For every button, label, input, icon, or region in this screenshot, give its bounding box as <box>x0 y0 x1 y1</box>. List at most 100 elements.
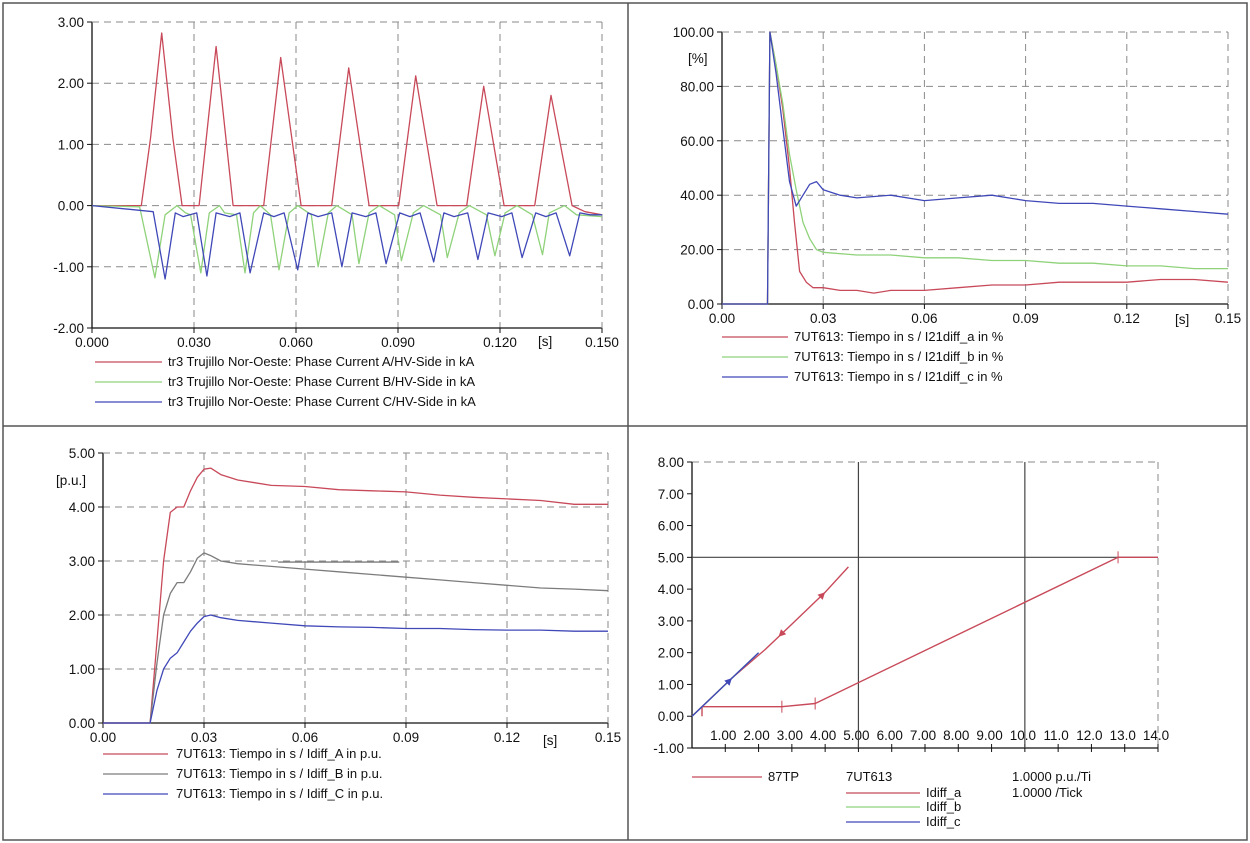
y-axis-unit-label: [p.u.] <box>56 473 86 488</box>
y-tick-label: 3.00 <box>58 15 84 30</box>
legend-entry: 7UT613: Tiempo in s / Idiff_B in p.u. <box>176 766 382 781</box>
series-line-3 <box>103 614 608 724</box>
x-tick-label: 0.00 <box>709 311 735 326</box>
y-tick-label: 7.00 <box>658 487 684 502</box>
x-tick-label: 4.00 <box>810 728 836 743</box>
y-tick-label: 3.00 <box>658 614 684 629</box>
x-tick-label: 1.00 <box>710 728 736 743</box>
x-tick-label: 0.15 <box>595 730 621 745</box>
x-tick-label: 6.00 <box>877 728 903 743</box>
x-tick-label: 0.09 <box>393 730 419 745</box>
legend-entry: Idiff_b <box>926 799 961 814</box>
y-tick-label: 4.00 <box>69 500 95 515</box>
y-tick-label: 6.00 <box>658 519 684 534</box>
legend-scale-label: 1.0000 p.u./Ti <box>1012 769 1091 784</box>
x-tick-label: 0.150 <box>585 335 619 350</box>
x-tick-label: 10.0 <box>1010 728 1036 743</box>
series-line-3 <box>91 204 602 280</box>
x-tick-label: 0.12 <box>1114 311 1140 326</box>
legend-entry: 7UT613: Tiempo in s / I21diff_c in % <box>794 369 1003 384</box>
x-axis-unit-label: [s] <box>543 733 557 748</box>
y-tick-label: 0.00 <box>688 297 714 312</box>
y-tick-label: 3.00 <box>69 554 95 569</box>
differential-current-chart: 0.00 0.03 0.06 0.09 0.12 0.15 0.00 1.00 2.00 3.00… <box>56 446 621 801</box>
series-line-2 <box>722 31 1228 305</box>
harmonic-ratio-chart: 0.00 0.03 0.06 0.09 0.12 0.15 0.00 20.00 40.00 60… <box>673 25 1241 384</box>
x-tick-label: 0.030 <box>177 335 211 350</box>
x-tick-label: 5.00 <box>843 728 869 743</box>
grid-lines <box>98 452 609 728</box>
x-tick-label: 0.120 <box>483 335 517 350</box>
y-tick-label: 2.00 <box>58 76 84 91</box>
y-tick-label: 0.00 <box>69 716 95 731</box>
y-axis-unit-label: [%] <box>688 51 708 66</box>
y-tick-label: 1.00 <box>58 137 84 152</box>
y-tick-label: 0.00 <box>658 709 684 724</box>
series-line-2 <box>103 552 609 724</box>
y-tick-label: 5.00 <box>69 446 95 461</box>
y-tick-label: 4.00 <box>658 582 684 597</box>
x-tick-label: 8.00 <box>943 728 969 743</box>
y-tick-label: 0.00 <box>58 199 84 214</box>
legend-entry: 7UT613: Tiempo in s / I21diff_b in % <box>794 349 1004 364</box>
y-tick-label: 60.00 <box>680 134 714 149</box>
legend-entry: tr3 Trujillo Nor-Oeste: Phase Current B/… <box>168 374 475 389</box>
y-tick-label: -1.00 <box>653 741 684 756</box>
y-tick-label: 2.00 <box>69 608 95 623</box>
y-tick-label: -1.00 <box>53 260 84 275</box>
legend-entry: 87TP <box>768 769 799 784</box>
x-tick-label: 0.09 <box>1012 311 1038 326</box>
legend-entry: 7UT613: Tiempo in s / Idiff_A in p.u. <box>176 746 382 761</box>
x-tick-label: 9.00 <box>976 728 1002 743</box>
x-tick-label: 13.0 <box>1110 728 1136 743</box>
x-tick-label: 0.06 <box>911 311 937 326</box>
y-tick-label: 1.00 <box>69 662 95 677</box>
x-tick-label: 12.0 <box>1076 728 1102 743</box>
y-tick-label: 20.00 <box>680 243 714 258</box>
phase-current-chart: 0.000 0.030 0.060 0.090 0.120 0.150 -2.00 -1.00… <box>53 15 619 409</box>
legend-entry: tr3 Trujillo Nor-Oeste: Phase Current C/… <box>168 394 476 409</box>
y-tick-label: 8.00 <box>658 455 684 470</box>
series-line-1 <box>103 467 608 724</box>
grid-lines <box>87 21 603 333</box>
series-line-3 <box>722 31 1229 305</box>
y-tick-label: 40.00 <box>680 188 714 203</box>
operating-characteristic-chart: -1.00 0.00 1.00 2.00 3.00 4.00 5.00 6.00 7.00 8.0… <box>653 455 1169 829</box>
y-tick-label: 100.00 <box>673 25 714 40</box>
x-tick-label: 14.0 <box>1143 728 1169 743</box>
trajectory-arrowhead <box>778 629 787 637</box>
y-tick-label: 5.00 <box>658 550 684 565</box>
legend-entry: 7UT613: Tiempo in s / I21diff_a in % <box>794 329 1004 344</box>
x-tick-label: 0.06 <box>292 730 318 745</box>
x-tick-label: 0.03 <box>810 311 836 326</box>
x-axis-unit-label: [s] <box>1175 312 1189 327</box>
legend-entry: 7UT613: Tiempo in s / Idiff_C in p.u. <box>176 786 383 801</box>
x-tick-label: 0.12 <box>494 730 520 745</box>
series-line-1 <box>92 32 603 216</box>
y-tick-label: 1.00 <box>658 677 684 692</box>
legend-relay-label: 7UT613 <box>846 769 892 784</box>
legend-scale-label: 1.0000 /Tick <box>1012 785 1083 800</box>
legend-entry: Idiff_a <box>926 785 962 800</box>
legend-entry: tr3 Trujillo Nor-Oeste: Phase Current A/… <box>168 354 475 369</box>
y-tick-label: 2.00 <box>658 646 684 661</box>
series-line-1 <box>722 31 1229 305</box>
x-tick-label: 0.090 <box>381 335 415 350</box>
x-tick-label: 7.00 <box>910 728 936 743</box>
y-tick-label: 80.00 <box>680 79 714 94</box>
trajectory-arrowhead <box>817 592 826 600</box>
x-tick-label: 11.0 <box>1044 728 1069 743</box>
x-tick-label: 0.03 <box>191 730 217 745</box>
x-tick-label: 3.00 <box>777 728 803 743</box>
x-tick-label: 0.000 <box>75 335 109 350</box>
x-tick-label: 0.060 <box>279 335 313 350</box>
y-tick-label: -2.00 <box>53 321 84 336</box>
x-tick-label: 0.00 <box>90 730 116 745</box>
legend-entry: Idiff_c <box>926 814 961 829</box>
trajectory-arrowhead <box>724 678 732 686</box>
x-tick-label: 0.15 <box>1215 311 1241 326</box>
x-tick-label: 2.00 <box>743 728 769 743</box>
x-axis-unit-label: [s] <box>538 334 552 349</box>
